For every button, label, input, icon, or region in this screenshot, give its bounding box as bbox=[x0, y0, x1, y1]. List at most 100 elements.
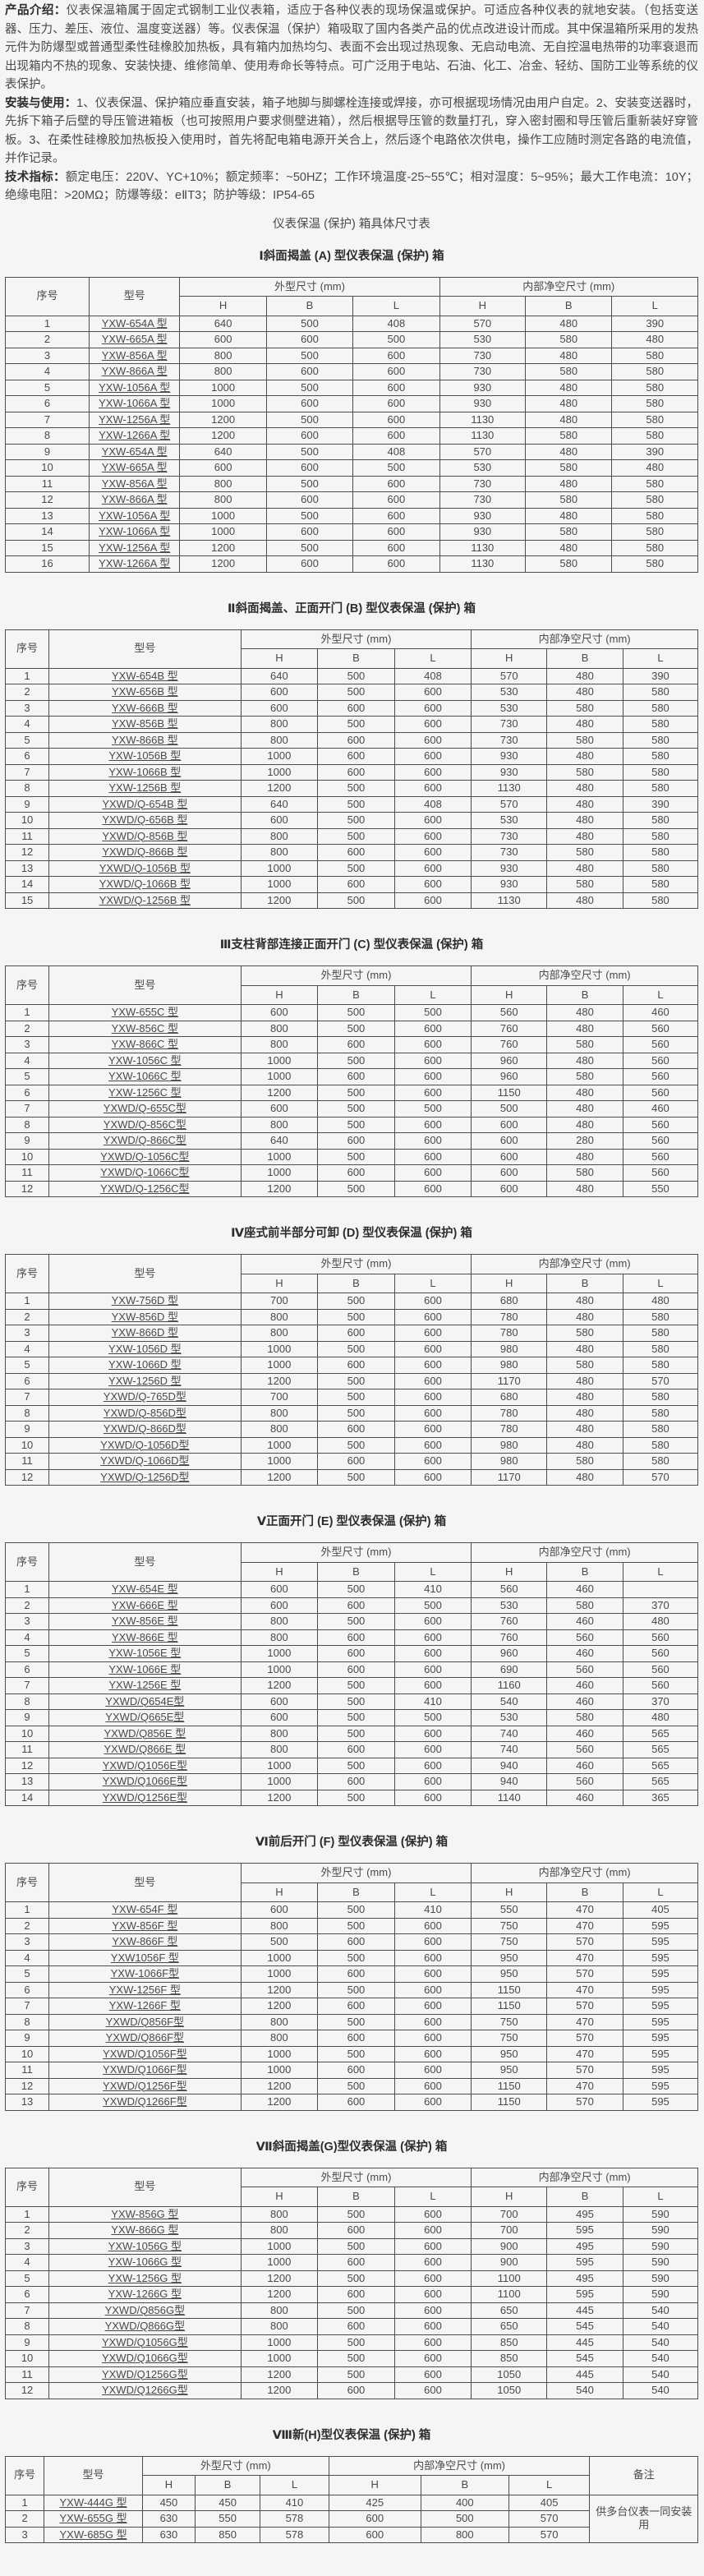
model-link[interactable]: YXWD/Q1266F型 bbox=[48, 2094, 242, 2111]
model-link[interactable]: YXWD/Q866F型 bbox=[48, 2030, 242, 2047]
model-link[interactable]: YXW-666B 型 bbox=[48, 699, 242, 717]
model-link[interactable]: YXW-856D 型 bbox=[48, 1308, 242, 1325]
model-link[interactable]: YXW-444G 型 bbox=[44, 2494, 143, 2511]
model-link[interactable]: YXW-665A 型 bbox=[88, 331, 181, 348]
model-link[interactable]: YXW-654F 型 bbox=[48, 1901, 242, 1919]
model-link[interactable]: YXW-856F 型 bbox=[48, 1917, 242, 1934]
model-link[interactable]: YXWD/Q-856C型 bbox=[48, 1116, 242, 1133]
model-link[interactable]: YXWD/Q1256F型 bbox=[48, 2077, 242, 2094]
model-link[interactable]: YXW-654A 型 bbox=[88, 315, 181, 332]
model-link[interactable]: YXWD/Q665E型 bbox=[48, 1709, 242, 1726]
model-link[interactable]: YXW-1266A 型 bbox=[88, 427, 181, 445]
model-link[interactable]: YXW-665A 型 bbox=[88, 459, 181, 477]
dimension-value: 1000 bbox=[240, 1757, 319, 1774]
model-link[interactable]: YXWD/Q866G型 bbox=[48, 2318, 242, 2335]
model-link[interactable]: YXWD/Q-1056C型 bbox=[48, 1148, 242, 1165]
model-link[interactable]: YXWD/Q-1256D型 bbox=[48, 1468, 242, 1486]
model-link[interactable]: YXWD/Q856E 型 bbox=[48, 1725, 242, 1742]
model-link[interactable]: YXWD/Q1056F型 bbox=[48, 2045, 242, 2062]
model-link[interactable]: YXWD/Q-866B 型 bbox=[48, 844, 242, 861]
model-link[interactable]: YXWD/Q-1056B 型 bbox=[48, 859, 242, 877]
model-link[interactable]: YXW1056F 型 bbox=[48, 1949, 242, 1966]
model-link[interactable]: YXWD/Q-1256B 型 bbox=[48, 892, 242, 909]
model-link[interactable]: YXW-1056E 型 bbox=[48, 1645, 242, 1662]
model-link[interactable]: YXW-1066F型 bbox=[48, 1965, 242, 1983]
model-link[interactable]: YXW-1066B 型 bbox=[48, 763, 242, 781]
model-link[interactable]: YXW-856E 型 bbox=[48, 1613, 242, 1630]
model-link[interactable]: YXW-1056C 型 bbox=[48, 1052, 242, 1069]
model-link[interactable]: YXW-1256B 型 bbox=[48, 780, 242, 797]
model-link[interactable]: YXWD/Q856G型 bbox=[48, 2302, 242, 2319]
model-link[interactable]: YXWD/Q-1056D型 bbox=[48, 1436, 242, 1454]
model-link[interactable]: YXW-1056D 型 bbox=[48, 1340, 242, 1357]
model-link[interactable]: YXW-1256G 型 bbox=[48, 2270, 242, 2287]
model-link[interactable]: YXWD/Q654E型 bbox=[48, 1693, 242, 1710]
model-link[interactable]: YXW-1256C 型 bbox=[48, 1084, 242, 1101]
model-link[interactable]: YXW-1066A 型 bbox=[88, 395, 181, 412]
model-link[interactable]: YXWD/Q-656B 型 bbox=[48, 812, 242, 829]
model-link[interactable]: YXW-655C 型 bbox=[48, 1004, 242, 1021]
model-link[interactable]: YXW-1266A 型 bbox=[88, 555, 181, 573]
model-link[interactable]: YXWD/Q1056G型 bbox=[48, 2334, 242, 2351]
model-link[interactable]: YXW-1256E 型 bbox=[48, 1677, 242, 1694]
model-link[interactable]: YXWD/Q-1066B 型 bbox=[48, 876, 242, 893]
model-link[interactable]: YXW-656B 型 bbox=[48, 684, 242, 701]
model-link[interactable]: YXW-1266G 型 bbox=[48, 2286, 242, 2303]
model-link[interactable]: YXW-1066C 型 bbox=[48, 1068, 242, 1085]
model-link[interactable]: YXW-1056G 型 bbox=[48, 2237, 242, 2255]
model-link[interactable]: YXWD/Q-654B 型 bbox=[48, 795, 242, 813]
model-link[interactable]: YXWD/Q1266G型 bbox=[48, 2382, 242, 2399]
model-link[interactable]: YXW-756D 型 bbox=[48, 1293, 242, 1310]
model-link[interactable]: YXW-1056A 型 bbox=[88, 507, 181, 524]
model-link[interactable]: YXW-1056A 型 bbox=[88, 379, 181, 396]
model-link[interactable]: YXW-866D 型 bbox=[48, 1325, 242, 1342]
dimension-value: 590 bbox=[622, 2222, 699, 2239]
model-link[interactable]: YXWD/Q1256G型 bbox=[48, 2366, 242, 2383]
model-link[interactable]: YXW-666E 型 bbox=[48, 1597, 242, 1614]
model-link[interactable]: YXW-856G 型 bbox=[48, 2205, 242, 2223]
model-link[interactable]: YXW-1066D 型 bbox=[48, 1357, 242, 1374]
model-link[interactable]: YXWD/Q856F型 bbox=[48, 2013, 242, 2030]
model-link[interactable]: YXW-866A 型 bbox=[88, 491, 181, 509]
model-link[interactable]: YXWD/Q-1256C型 bbox=[48, 1180, 242, 1197]
model-link[interactable]: YXW-856A 型 bbox=[88, 475, 181, 492]
model-link[interactable]: YXWD/Q1066E型 bbox=[48, 1773, 242, 1790]
model-link[interactable]: YXWD/Q866E 型 bbox=[48, 1741, 242, 1758]
model-link[interactable]: YXW-654E 型 bbox=[48, 1581, 242, 1598]
model-link[interactable]: YXW-866F 型 bbox=[48, 1933, 242, 1951]
model-link[interactable]: YXW-856B 型 bbox=[48, 716, 242, 733]
model-link[interactable]: YXWD/Q-765D型 bbox=[48, 1389, 242, 1406]
model-link[interactable]: YXW-1256D 型 bbox=[48, 1372, 242, 1389]
model-link[interactable]: YXW-1066G 型 bbox=[48, 2254, 242, 2271]
dimension-value: 595 bbox=[622, 1933, 699, 1951]
model-link[interactable]: YXW-654A 型 bbox=[88, 443, 181, 460]
model-link[interactable]: YXWD/Q-856B 型 bbox=[48, 827, 242, 845]
model-link[interactable]: YXWD/Q1066F型 bbox=[48, 2062, 242, 2079]
model-link[interactable]: YXW-1256F 型 bbox=[48, 1981, 242, 1998]
model-link[interactable]: YXWD/Q1066G型 bbox=[48, 2350, 242, 2367]
model-link[interactable]: YXWD/Q-866C型 bbox=[48, 1132, 242, 1150]
model-link[interactable]: YXW-866C 型 bbox=[48, 1036, 242, 1053]
model-link[interactable]: YXW-1266F 型 bbox=[48, 1998, 242, 2015]
model-link[interactable]: YXWD/Q-1066D型 bbox=[48, 1453, 242, 1470]
model-link[interactable]: YXW-655G 型 bbox=[44, 2510, 143, 2528]
model-link[interactable]: YXWD/Q-866D型 bbox=[48, 1421, 242, 1438]
model-link[interactable]: YXW-1066A 型 bbox=[88, 523, 181, 541]
model-link[interactable]: YXW-866A 型 bbox=[88, 363, 181, 380]
model-link[interactable]: YXW-856A 型 bbox=[88, 347, 181, 364]
model-link[interactable]: YXWD/Q1256E型 bbox=[48, 1789, 242, 1806]
model-link[interactable]: YXW-685G 型 bbox=[44, 2526, 143, 2543]
model-link[interactable]: YXW-856C 型 bbox=[48, 1020, 242, 1037]
model-link[interactable]: YXWD/Q-856D型 bbox=[48, 1404, 242, 1422]
model-link[interactable]: YXW-1256A 型 bbox=[88, 411, 181, 428]
model-link[interactable]: YXW-654B 型 bbox=[48, 667, 242, 684]
model-link[interactable]: YXW-1256A 型 bbox=[88, 539, 181, 556]
model-link[interactable]: YXW-866E 型 bbox=[48, 1629, 242, 1646]
model-link[interactable]: YXWD/Q-1066C型 bbox=[48, 1164, 242, 1182]
model-link[interactable]: YXWD/Q-655C型 bbox=[48, 1100, 242, 1117]
model-link[interactable]: YXW-1066E 型 bbox=[48, 1661, 242, 1678]
model-link[interactable]: YXW-1056B 型 bbox=[48, 748, 242, 765]
model-link[interactable]: YXWD/Q1056E型 bbox=[48, 1757, 242, 1774]
model-link[interactable]: YXW-866G 型 bbox=[48, 2222, 242, 2239]
model-link[interactable]: YXW-866B 型 bbox=[48, 731, 242, 749]
